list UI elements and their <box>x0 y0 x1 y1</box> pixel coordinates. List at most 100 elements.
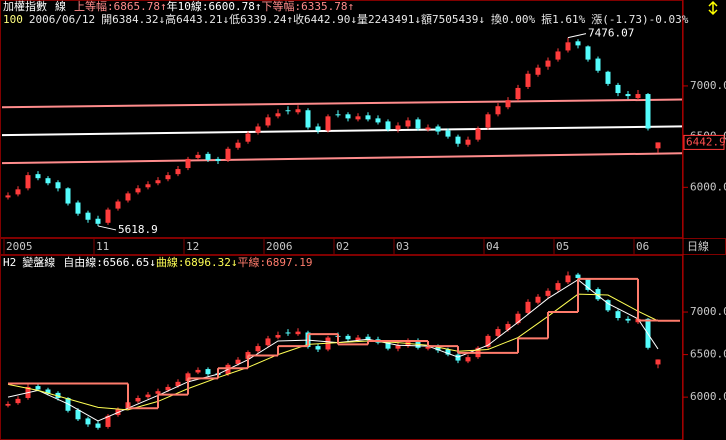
candle-body <box>475 128 481 140</box>
y-tick-label: 6000.0 <box>690 180 726 193</box>
candle-body <box>415 119 421 129</box>
info-item: 100 <box>3 13 23 26</box>
candle-body <box>275 113 281 117</box>
annotation: 5618.9 <box>118 223 158 236</box>
candle-body <box>75 409 81 420</box>
candle-body <box>445 130 451 137</box>
candle-body <box>495 106 501 115</box>
candle-body <box>345 114 351 119</box>
candle-body <box>315 126 321 131</box>
info-item: 高6443.21↓ <box>165 12 229 26</box>
candle-body <box>425 346 431 349</box>
candle-body <box>215 158 221 161</box>
candle-body <box>225 148 231 160</box>
candle-body <box>85 212 91 220</box>
candle-body <box>5 195 11 198</box>
legend-name: 平線 <box>237 255 259 269</box>
legend-name: 自由線 <box>63 255 96 269</box>
candle-body <box>25 175 31 189</box>
candle-body <box>185 158 191 169</box>
candle-body <box>265 117 271 126</box>
info-item: 振1.61% <box>541 12 585 26</box>
candle-body <box>305 110 311 128</box>
candle-body <box>585 278 591 290</box>
candle-body <box>365 336 371 341</box>
candle-body <box>45 389 51 394</box>
candle-body <box>135 398 141 402</box>
info-item: 量2243491↓ <box>357 13 421 26</box>
candle-body <box>145 394 151 398</box>
candle-body <box>115 201 121 209</box>
candle-body <box>125 193 131 201</box>
period-label: 日線 <box>687 239 709 253</box>
y-tick-label: 7000.0 <box>690 305 726 318</box>
candle-body <box>105 415 111 427</box>
x-tick-label: 12 <box>186 240 199 253</box>
candle-body <box>395 125 401 130</box>
candle-body <box>625 94 631 97</box>
channel-name: 上等幅 <box>74 0 107 13</box>
separator: : <box>259 256 266 269</box>
candle-body <box>515 87 521 100</box>
title-suffix: 線 <box>55 0 66 13</box>
separator: : <box>107 0 114 13</box>
candle-body <box>95 218 101 224</box>
candle-body <box>495 329 501 336</box>
candle-body <box>205 369 211 375</box>
candle-body <box>435 346 441 351</box>
candle-body <box>505 100 511 108</box>
candle-body <box>75 202 81 214</box>
candle-body <box>655 359 661 365</box>
annotation-leader <box>97 225 117 231</box>
candle-body <box>545 290 551 296</box>
separator: : <box>96 256 103 269</box>
candle-body <box>235 359 241 364</box>
separator: : <box>178 256 185 269</box>
annotation-leader <box>567 33 587 39</box>
candle-body <box>295 109 301 113</box>
channel-value: 6335.78 <box>301 0 347 13</box>
candle-body <box>135 188 141 193</box>
channel-name: 下等幅 <box>261 0 294 13</box>
candle-body <box>295 331 301 335</box>
candle-body <box>185 373 191 381</box>
channel-line <box>1 125 683 137</box>
info-item: 收6442.90↓ <box>293 12 357 26</box>
legend-value: 6566.65 <box>103 256 149 269</box>
candle-body <box>545 60 551 67</box>
candle-body <box>205 153 211 160</box>
x-tick-label: 06 <box>636 240 649 253</box>
candle-body <box>535 296 541 303</box>
channel-arrow: ↑ <box>347 0 354 13</box>
candle-body <box>535 67 541 75</box>
candle-body <box>435 126 441 132</box>
info-item: 2006/06/12 <box>29 13 95 26</box>
candle-body <box>605 71 611 84</box>
x-tick-label: 03 <box>396 240 409 253</box>
candle-body <box>405 120 411 127</box>
candle-body <box>485 114 491 128</box>
candle-body <box>455 136 461 144</box>
candle-body <box>255 346 261 352</box>
candle-body <box>385 341 391 349</box>
channel-name: 年10線 <box>167 0 202 13</box>
candle-body <box>555 51 561 60</box>
legend-arrow: ↓ <box>149 256 156 269</box>
channel-line <box>1 98 683 109</box>
icon[interactable] <box>708 0 718 16</box>
candle-body <box>645 94 651 129</box>
candle-body <box>355 116 361 120</box>
candle-body <box>575 274 581 278</box>
price-tag <box>683 134 725 150</box>
legend-value: 6896.32 <box>184 256 230 269</box>
annotation: 7476.07 <box>588 27 634 40</box>
candle-body <box>165 175 171 180</box>
candle-body <box>585 46 591 60</box>
candle-body <box>45 178 51 184</box>
channel-arrow: ↑ <box>160 0 167 13</box>
toolbar-icon[interactable] <box>708 0 718 16</box>
x-tick-label: 2005 <box>6 240 33 253</box>
candle-body <box>155 391 161 394</box>
candle-body <box>635 94 641 99</box>
